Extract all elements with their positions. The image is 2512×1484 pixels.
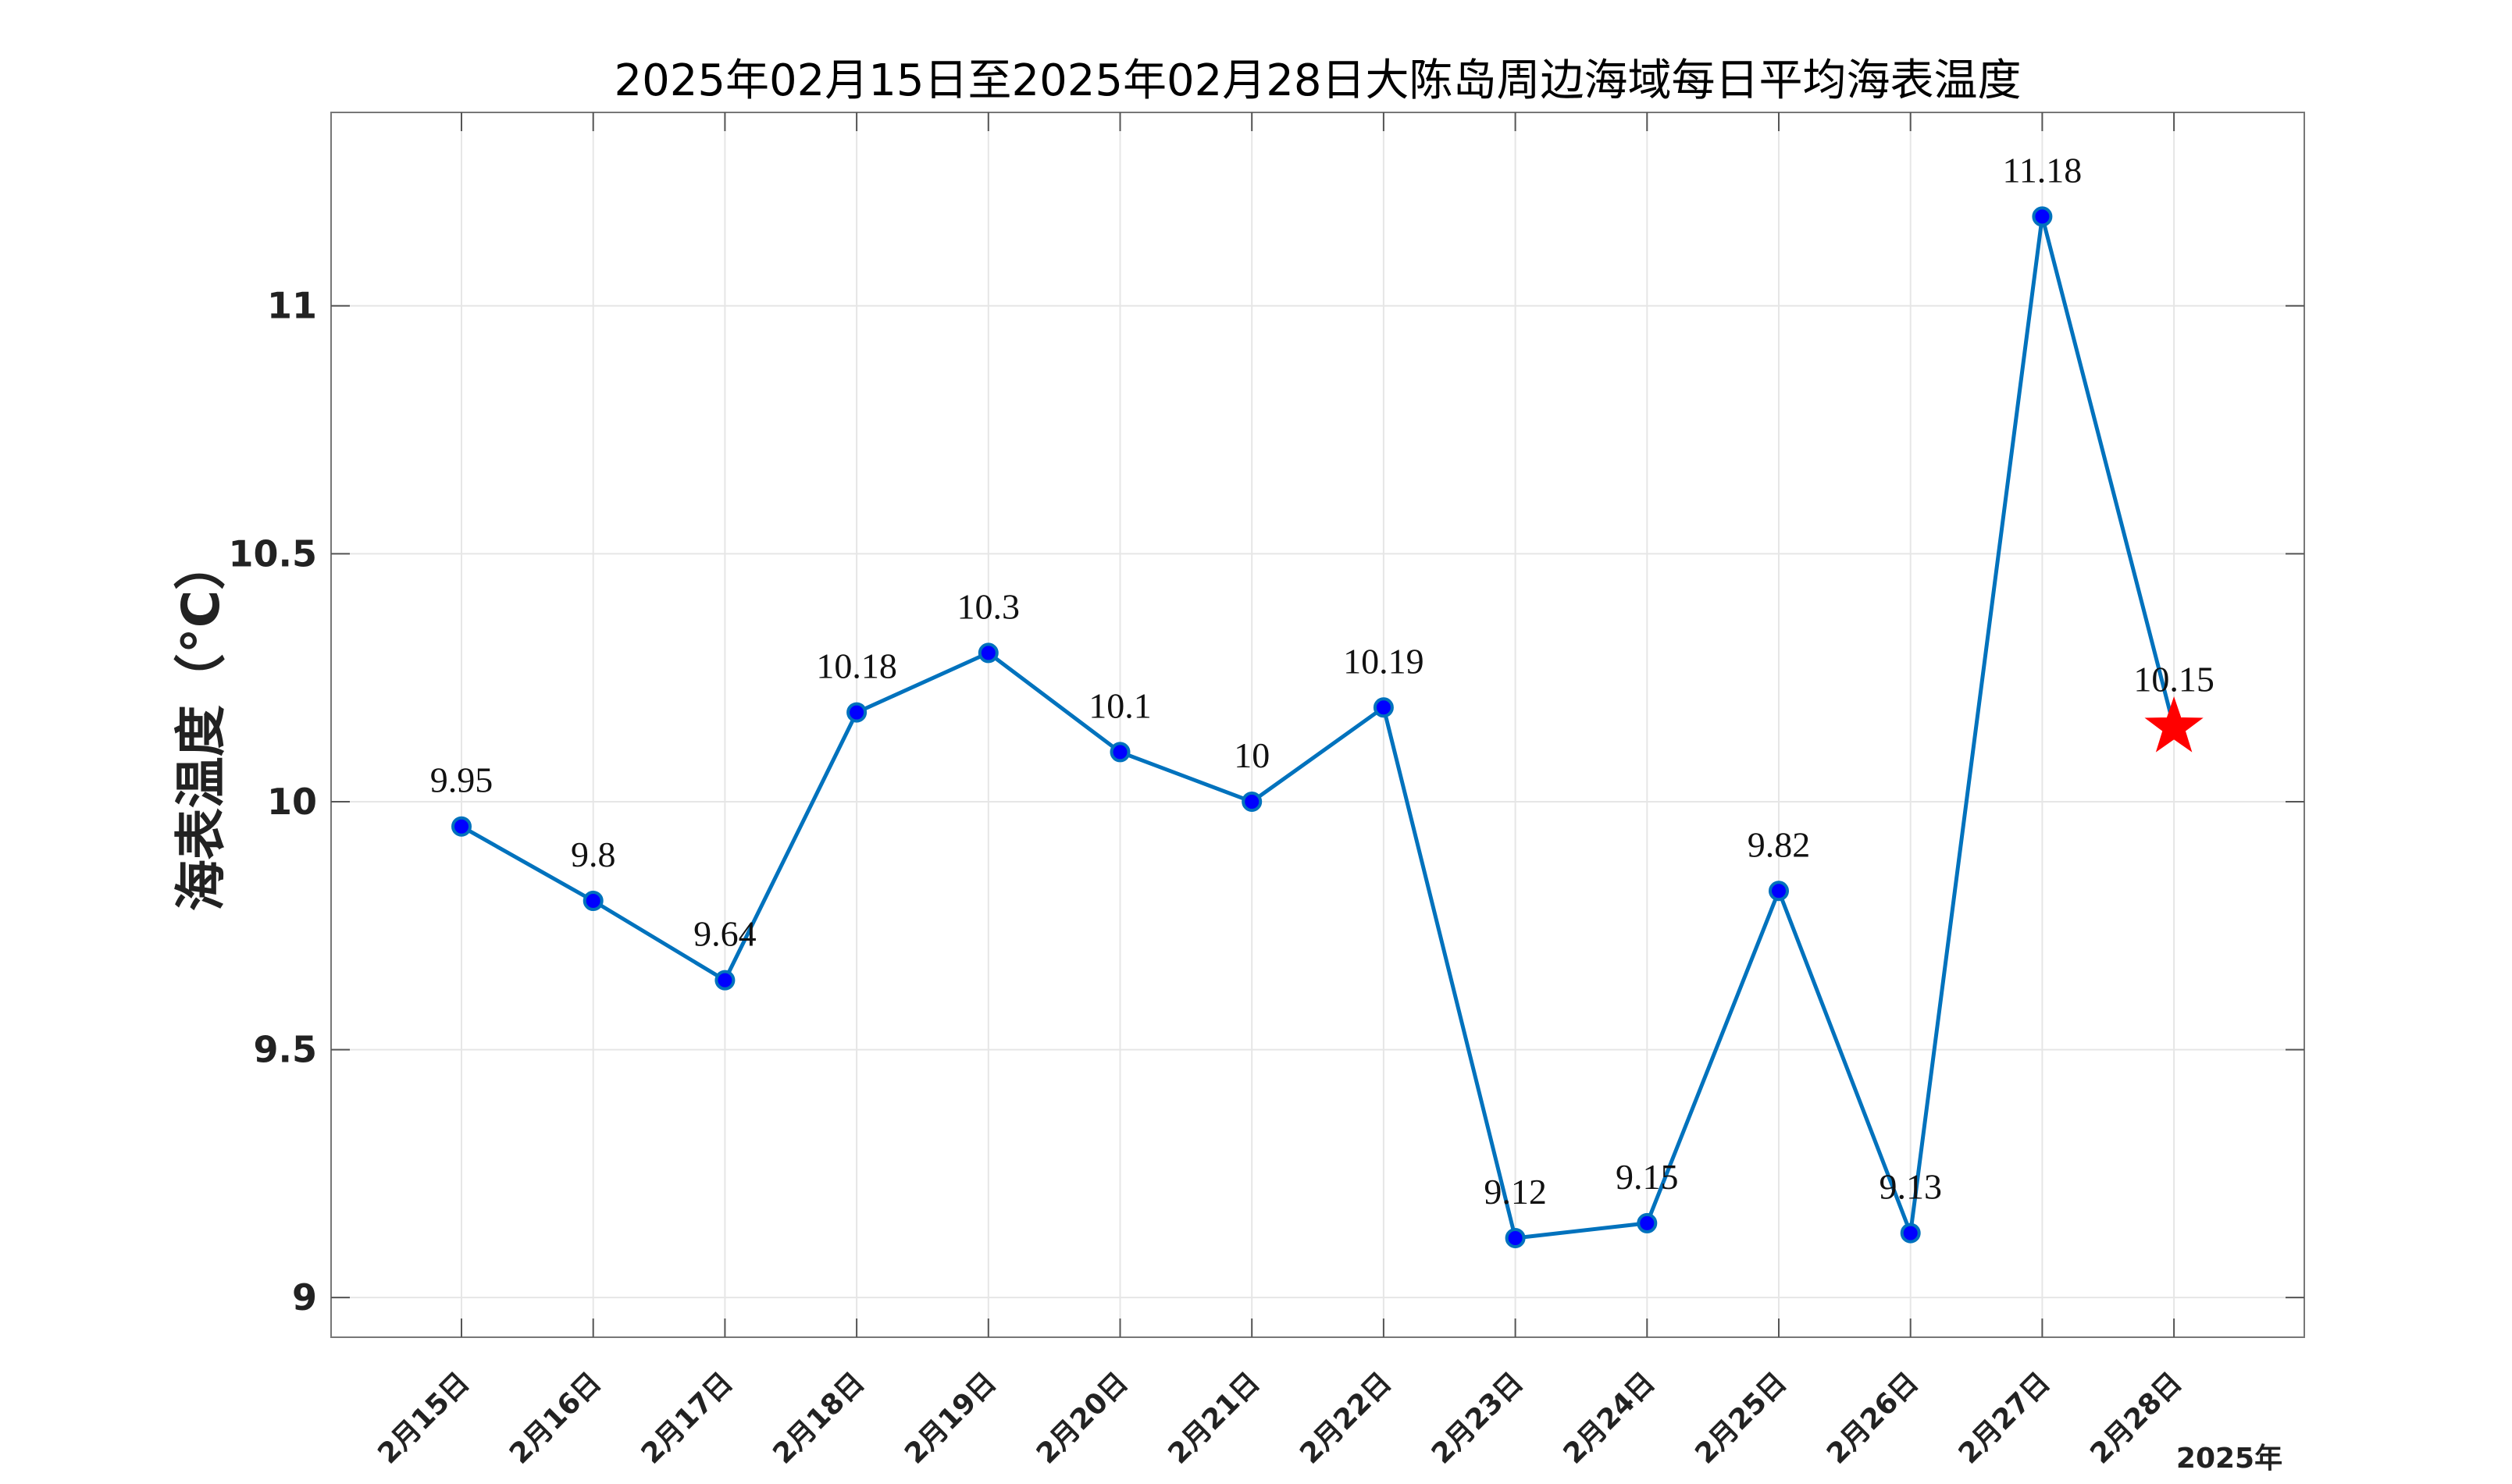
data-point	[2032, 206, 2053, 227]
data-label: 9.8	[571, 835, 616, 874]
y-tick-label: 10.5	[229, 532, 318, 575]
data-point	[583, 891, 604, 912]
y-axis-label: 海表温度（°C）	[171, 539, 231, 911]
y-tick-label: 9	[292, 1276, 317, 1319]
data-label: 10.15	[2133, 660, 2214, 699]
data-label: 10.1	[1089, 685, 1152, 725]
data-label: 10.3	[957, 586, 1021, 626]
grid-lines	[331, 112, 2304, 1337]
data-point	[1769, 881, 1789, 902]
data-label: 9.15	[1616, 1157, 1679, 1197]
y-tick-label: 10	[267, 781, 317, 823]
data-point	[978, 642, 999, 664]
data-label: 9.13	[1879, 1167, 1942, 1207]
data-labels: 9.95 9.8 9.64 10.18 10.3 10.1 10 10.19 9.12 9.15 9…	[430, 150, 2214, 1212]
data-point	[1900, 1222, 1921, 1244]
data-point	[1373, 697, 1394, 718]
data-label: 10.18	[816, 646, 897, 686]
data-point	[846, 702, 868, 723]
data-label: 10.19	[1343, 641, 1424, 681]
data-point	[1110, 742, 1131, 763]
chart-title: 2025年02月15日至2025年02月28日大陈岛周边海域每日平均海表温度	[614, 55, 2021, 106]
y-tick-label: 11	[267, 285, 317, 327]
forecast-star-marker	[2144, 696, 2204, 753]
series-line	[460, 214, 2176, 1240]
y-tick-label: 9.5	[254, 1029, 318, 1071]
data-label: 10	[1234, 735, 1270, 775]
data-label: 11.18	[2003, 150, 2083, 190]
data-point	[1637, 1212, 1658, 1233]
x-axis-year-label: 2025年	[2176, 1443, 2282, 1475]
data-point	[1242, 791, 1263, 812]
plot-area-frame	[330, 112, 2305, 1338]
data-label: 9.12	[1484, 1172, 1547, 1212]
series-layer	[451, 206, 2204, 1248]
data-label: 9.82	[1748, 824, 1811, 864]
data-point	[451, 816, 472, 837]
data-label: 9.64	[693, 914, 757, 954]
data-point	[714, 970, 736, 991]
data-point	[1505, 1227, 1526, 1248]
data-label: 9.95	[430, 760, 493, 800]
